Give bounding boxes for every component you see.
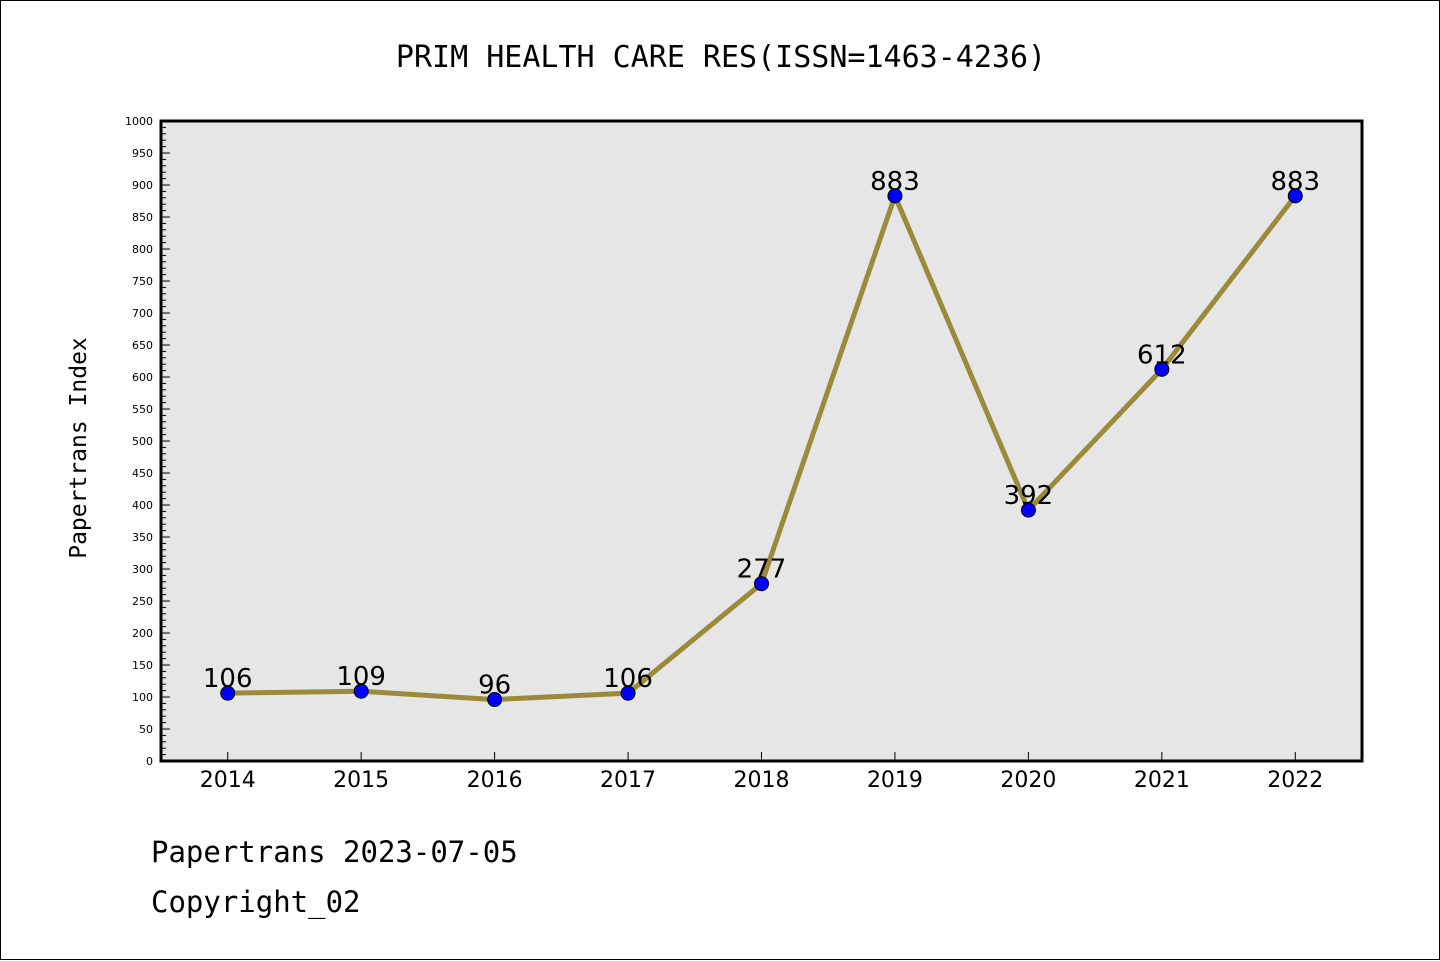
y-tick-label: 350 [132,531,153,544]
data-point [620,685,636,701]
plot-area [161,121,1362,761]
y-tick-label: 800 [132,243,153,256]
x-tick-label: 2017 [600,768,656,793]
x-tick-label: 2014 [200,768,256,793]
data-point [1154,361,1170,377]
x-tick-label: 2016 [467,768,523,793]
x-tick-label: 2019 [867,768,923,793]
x-tick-label: 2018 [734,768,790,793]
data-label: 883 [1270,167,1320,197]
data-point [487,692,503,708]
x-tick-label: 2015 [333,768,389,793]
data-label: 883 [870,167,920,197]
data-point [754,576,769,592]
y-axis-label: Papertrans Index [66,337,92,559]
y-tick-label: 250 [132,595,153,608]
y-tick-label: 650 [132,339,153,352]
data-label: 392 [1004,481,1054,511]
y-tick-label: 100 [132,691,153,704]
y-tick-label: 50 [139,723,153,736]
y-tick-label: 0 [146,755,153,768]
footer-date: Papertrans 2023-07-05 [151,835,518,869]
data-label: 106 [203,664,253,694]
y-tick-label: 950 [132,147,153,160]
y-tick-label: 150 [132,659,153,672]
footer-copyright: Copyright_02 [151,885,361,919]
y-tick-label: 400 [132,499,153,512]
y-tick-label: 900 [132,179,153,192]
x-tick-label: 2020 [1000,768,1056,793]
data-label: 612 [1137,340,1187,370]
data-point [1020,502,1036,518]
y-tick-label: 450 [132,467,153,480]
y-tick-label: 200 [132,627,153,640]
x-tick-label: 2022 [1267,768,1323,793]
y-tick-label: 300 [132,563,153,576]
series-layer: 106 109 96 106 277 883 392 612 883 [203,167,1320,708]
data-label: 109 [336,662,386,692]
y-tick-label: 700 [132,307,153,320]
x-tick-label: 2021 [1134,768,1190,793]
data-label: 277 [737,555,787,585]
y-tick-label: 600 [132,371,153,384]
plot-border [159,119,1364,763]
data-label: 106 [603,664,653,694]
data-point [353,683,369,699]
chart-title: PRIM HEALTH CARE RES(ISSN=1463-4236) [396,40,1046,75]
y-axis: 0 50 100 150 200 250 300 350 400 450 500 550 600 650 7… [125,115,170,768]
y-tick-label: 1000 [125,115,153,128]
data-point [887,188,903,204]
y-tick-label: 750 [132,275,153,288]
y-tick-label: 850 [132,211,153,224]
data-point [1287,188,1303,204]
data-point [220,685,236,701]
y-tick-label: 550 [132,403,153,416]
y-tick-label: 500 [132,435,153,448]
data-label: 96 [478,671,511,701]
